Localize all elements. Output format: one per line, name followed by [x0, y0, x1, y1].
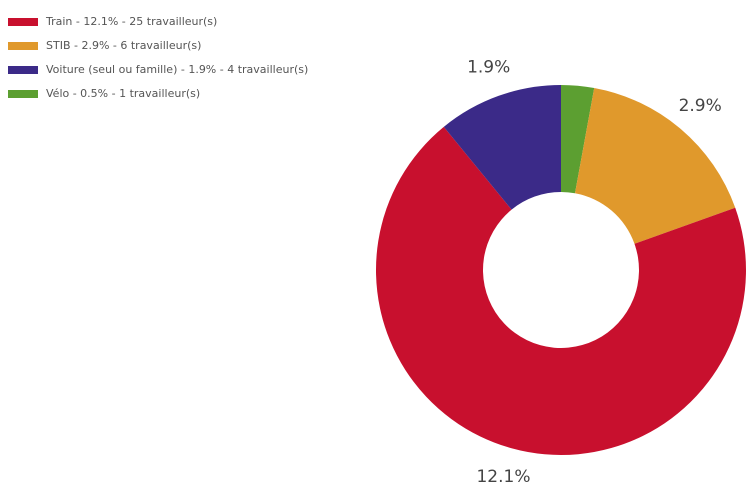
donut-slice [561, 85, 595, 194]
legend-label: STIB - 2.9% - 6 travailleur(s) [46, 39, 201, 52]
legend-swatch [8, 18, 38, 26]
slice-label: 1.9% [467, 58, 510, 78]
donut-slice [375, 126, 746, 455]
legend-swatch [8, 66, 38, 74]
legend-label: Vélo - 0.5% - 1 travailleur(s) [46, 87, 200, 100]
slice-label: 12.1% [476, 467, 530, 487]
slice-label: 2.9% [679, 96, 722, 116]
legend-swatch [8, 90, 38, 98]
donut-slice [443, 85, 561, 210]
legend-swatch [8, 42, 38, 50]
legend-label: Train - 12.1% - 25 travailleur(s) [45, 15, 217, 28]
legend-label: Voiture (seul ou famille) - 1.9% - 4 tra… [46, 63, 308, 76]
donut-slice [575, 88, 736, 244]
